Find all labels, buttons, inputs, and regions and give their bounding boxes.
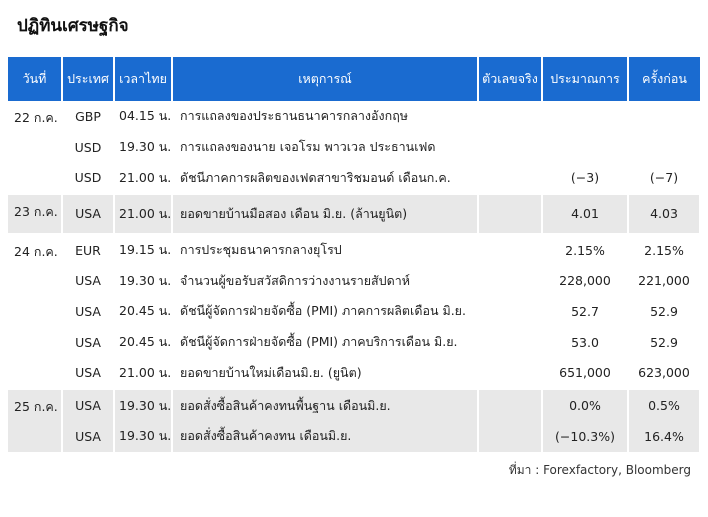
- table-row: USD 19.30 น. การแถลงของนาย เจอโรม พาวเวล ป…: [8, 131, 701, 163]
- event-cell: ดัชนีภาคการผลิตของเฟดสาขาริชมอนด์ เดือนก…: [171, 162, 479, 195]
- time-cell: 21.00 น.: [113, 357, 173, 390]
- time-cell: 19.15 น.: [113, 232, 173, 266]
- actual-cell: [477, 326, 543, 358]
- header-cell: ครั้งก่อน: [627, 57, 700, 101]
- header-cell: ประเทศ: [61, 57, 115, 101]
- calendar-table: วันที่ ประเทศ เวลาไทย เหตุการณ์ ตัวเลขจริง ปร…: [8, 57, 701, 452]
- table-row: USA 20.45 น. ดัชนีผู้จัดการฝ่ายจัดซื้อ (PM…: [8, 296, 701, 327]
- actual-cell: [477, 388, 543, 421]
- currency-cell: USA: [62, 265, 115, 297]
- event-cell: การแถลงของนาย เจอโรม พาวเวล ประธานเฟด: [171, 131, 479, 163]
- forecast-cell: [541, 131, 629, 163]
- actual-cell: [477, 357, 543, 390]
- forecast-cell: 52.7: [541, 296, 629, 327]
- header-row: วันที่ ประเทศ เวลาไทย เหตุการณ์ ตัวเลขจริง ปร…: [8, 57, 700, 101]
- date-cell: 22 ก.ค.: [8, 101, 63, 195]
- previous-cell: 2.15%: [627, 232, 701, 266]
- actual-cell: [477, 193, 543, 234]
- previous-cell: [627, 131, 701, 163]
- currency-cell: USA: [62, 420, 115, 452]
- currency-cell: GBP: [61, 101, 115, 132]
- time-cell: 20.45 น.: [113, 296, 173, 327]
- event-cell: การแถลงของประธานธนาคารกลางอังกฤษ: [171, 101, 479, 132]
- table-row: USA 20.45 น. ดัชนีผู้จัดการฝ่ายจัดซื้อ (PM…: [8, 326, 701, 358]
- table-row: 22 ก.ค. GBP 04.15 น. การแถลงของประธานธนาคาร…: [8, 101, 701, 195]
- actual-cell: [477, 420, 543, 452]
- event-cell: จำนวนผู้ขอรับสวัสดิการว่างงานรายสัปดาห์: [171, 265, 479, 297]
- header-cell: วันที่: [8, 57, 63, 101]
- time-cell: 21.00 น.: [113, 193, 173, 234]
- time-cell: 19.30 น.: [113, 388, 173, 421]
- header-cell: เหตุการณ์: [171, 57, 479, 101]
- table-row: 24 ก.ค. EUR 19.15 น. การประชุมธนาคารกลางยุโ…: [8, 232, 701, 390]
- table-row: USA 19.30 น. ยอดสั่งซื้อสินค้าคงทน เดือนมิ…: [8, 420, 701, 452]
- header-cell: ประมาณการ: [541, 57, 629, 101]
- forecast-cell: 0.0%: [541, 388, 629, 421]
- source-note: ที่มา : Forexfactory, Bloomberg: [508, 463, 691, 477]
- event-cell: ยอดสั่งซื้อสินค้าคงทนพื้นฐาน เดือนมิ.ย.: [171, 388, 479, 421]
- forecast-cell: 2.15%: [541, 232, 629, 266]
- date-cell: 24 ก.ค.: [8, 232, 63, 390]
- previous-cell: 4.03: [627, 193, 701, 234]
- actual-cell: [477, 232, 543, 266]
- actual-cell: [477, 265, 543, 297]
- event-cell: การประชุมธนาคารกลางยุโรป: [171, 232, 479, 266]
- forecast-cell: [541, 101, 629, 132]
- table-row: 25 ก.ค. USA 19.30 น. ยอดสั่งซื้อสินค้าคงทนพ…: [8, 388, 701, 452]
- forecast-cell: 651,000: [541, 357, 629, 390]
- previous-cell: 16.4%: [627, 420, 701, 452]
- time-cell: 19.30 น.: [113, 131, 173, 163]
- table-body: 22 ก.ค. GBP 04.15 น. การแถลงของประธานธนาคาร…: [8, 101, 701, 452]
- header-cell: เวลาไทย: [113, 57, 173, 101]
- date-cell: 23 ก.ค.: [8, 193, 63, 234]
- actual-cell: [477, 131, 543, 163]
- actual-cell: [477, 101, 543, 132]
- forecast-cell: 53.0: [541, 326, 629, 358]
- forecast-cell: 228,000: [541, 265, 629, 297]
- currency-cell: USA: [62, 296, 115, 327]
- header-cell: ตัวเลขจริง: [477, 57, 543, 101]
- previous-cell: [627, 101, 701, 132]
- currency-cell: USD: [62, 162, 115, 195]
- actual-cell: [477, 162, 543, 195]
- table-row: USD 21.00 น. ดัชนีภาคการผลิตของเฟดสาขาริชม…: [8, 162, 701, 195]
- time-cell: 19.30 น.: [113, 420, 173, 452]
- table-row: 23 ก.ค. USA 21.00 น. ยอดขายบ้านมือสอง เดือน…: [8, 193, 701, 234]
- previous-cell: 52.9: [627, 326, 701, 358]
- currency-cell: EUR: [61, 232, 115, 266]
- currency-cell: USA: [62, 326, 115, 358]
- currency-cell: USA: [61, 388, 115, 421]
- currency-cell: USA: [61, 193, 115, 234]
- time-cell: 21.00 น.: [113, 162, 173, 195]
- time-cell: 19.30 น.: [113, 265, 173, 297]
- previous-cell: (−7): [627, 162, 701, 195]
- forecast-cell: (−3): [541, 162, 629, 195]
- time-cell: 20.45 น.: [113, 326, 173, 358]
- previous-cell: 52.9: [627, 296, 701, 327]
- title: ปฏิทินเศรษฐกิจ: [17, 16, 129, 36]
- actual-cell: [477, 296, 543, 327]
- date-cell: 25 ก.ค.: [8, 388, 63, 452]
- table-row: USA 19.30 น. จำนวนผู้ขอรับสวัสดิการว่างงาน…: [8, 265, 701, 297]
- event-cell: ยอดขายบ้านมือสอง เดือน มิ.ย. (ล้านยูนิต): [171, 193, 479, 234]
- event-cell: ยอดขายบ้านใหม่เดือนมิ.ย. (ยูนิต): [171, 357, 479, 390]
- event-cell: ยอดสั่งซื้อสินค้าคงทน เดือนมิ.ย.: [171, 420, 479, 452]
- forecast-cell: 4.01: [541, 193, 629, 234]
- previous-cell: 0.5%: [627, 388, 701, 421]
- currency-cell: USA: [62, 357, 115, 390]
- previous-cell: 623,000: [627, 357, 701, 390]
- event-cell: ดัชนีผู้จัดการฝ่ายจัดซื้อ (PMI) ภาคบริกา…: [171, 326, 479, 358]
- table-row: USA 21.00 น. ยอดขายบ้านใหม่เดือนมิ.ย. (ยูน…: [8, 357, 701, 390]
- forecast-cell: (−10.3%): [541, 420, 629, 452]
- time-cell: 04.15 น.: [113, 101, 173, 132]
- previous-cell: 221,000: [627, 265, 701, 297]
- event-cell: ดัชนีผู้จัดการฝ่ายจัดซื้อ (PMI) ภาคการผล…: [171, 296, 479, 327]
- currency-cell: USD: [62, 131, 115, 163]
